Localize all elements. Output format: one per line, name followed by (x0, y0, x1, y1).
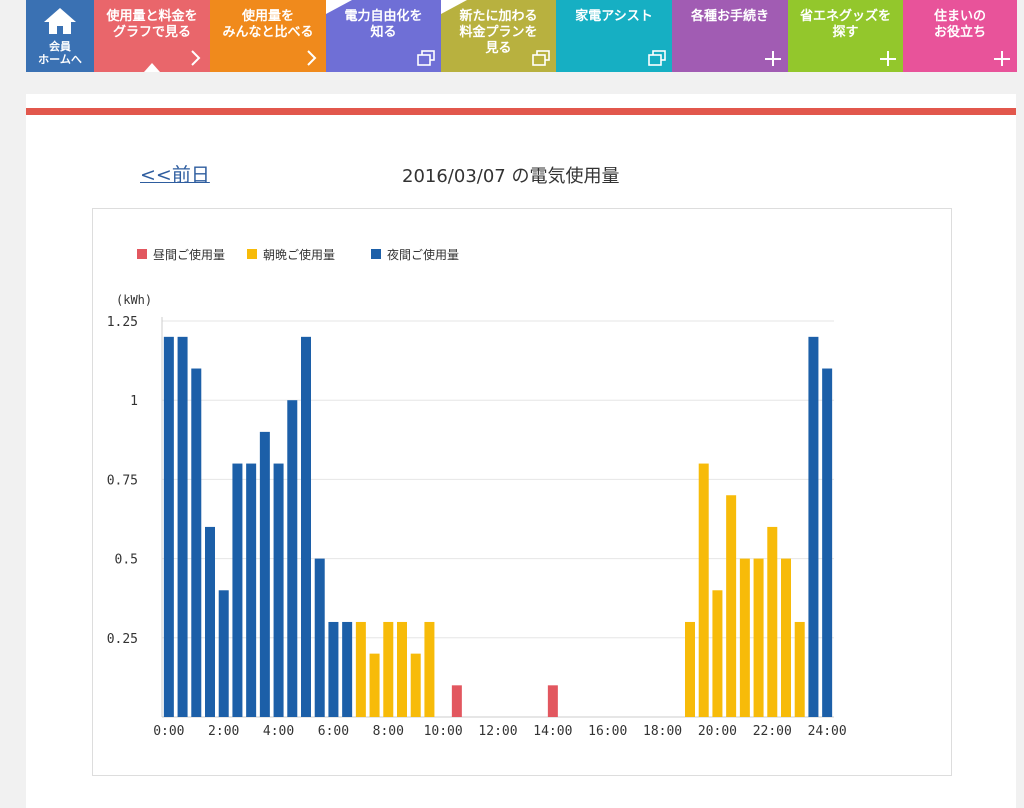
usage-bar (328, 621, 339, 717)
usage-bar (451, 685, 462, 717)
usage-bar (191, 368, 202, 717)
usage-bar (246, 463, 257, 717)
usage-bar (424, 621, 435, 717)
nav-item-5[interactable]: 各種お手続き (672, 0, 788, 72)
x-tick-label: 16:00 (588, 724, 627, 739)
previous-day-link[interactable]: <<前日 (140, 164, 210, 186)
legend-label: 朝晩ご使用量 (263, 247, 335, 262)
home-icon (44, 8, 76, 34)
usage-bar (287, 400, 298, 717)
x-tick-label: 2:00 (208, 724, 239, 739)
nav-item-1[interactable]: 使用量を みんなと比べる (210, 0, 326, 72)
nav-item-label: 使用量を みんなと比べる (222, 9, 314, 40)
nav-item-label: 家電アシスト (575, 9, 653, 24)
y-tick-label: 0.5 (115, 553, 138, 568)
usage-bar (410, 653, 421, 717)
active-indicator (144, 63, 160, 72)
legend-swatch (137, 249, 147, 259)
usage-bar (698, 463, 709, 717)
usage-bar (218, 590, 229, 717)
section-divider (26, 108, 1016, 115)
usage-bar (301, 336, 311, 717)
usage-bar (177, 336, 188, 717)
new-tag-icon (326, 0, 352, 14)
nav-item-label: 新たに加わる 料金プランを 見る (459, 9, 538, 56)
nav-item-0[interactable]: 使用量と料金を グラフで見る (94, 0, 210, 72)
x-tick-label: 12:00 (478, 724, 517, 739)
usage-chart: 0.25 0.5 0.75 1 1.25 (kWh) 昼間ご使用量 朝晩ご使用量 夜間ご使用量 0… (92, 208, 952, 776)
usage-bar (355, 621, 366, 717)
nav-item-label: 省エネグッズを 探す (799, 9, 891, 40)
nav-home-label: 会員 ホームへ (38, 40, 82, 66)
usage-bar (739, 558, 750, 717)
usage-bar (273, 463, 284, 717)
usage-bar (232, 463, 243, 717)
external-window-icon (417, 50, 435, 66)
x-tick-label: 4:00 (263, 724, 294, 739)
usage-bar (753, 558, 764, 717)
external-window-icon (532, 50, 550, 66)
legend-label: 夜間ご使用量 (387, 247, 459, 262)
usage-bar (822, 368, 833, 717)
usage-bar (767, 526, 778, 717)
chevron-right-icon (191, 50, 201, 66)
new-tag-icon (441, 0, 467, 14)
nav-item-label: 住まいの お役立ち (933, 9, 986, 40)
plus-icon (880, 51, 896, 66)
usage-bar (314, 558, 325, 717)
y-tick-label: 1.25 (107, 315, 138, 330)
top-nav: 会員 ホームへ 使用量と料金を グラフで見る 使用量を みんなと比べる 電力自由化を… (26, 0, 1017, 72)
usage-bar (163, 336, 174, 717)
nav-item-7[interactable]: 住まいの お役立ち (903, 0, 1017, 72)
x-tick-label: 6:00 (318, 724, 349, 739)
usage-bar (794, 621, 805, 717)
x-tick-label: 18:00 (643, 724, 682, 739)
usage-bar (547, 685, 558, 717)
y-axis-label: (kWh) (116, 293, 152, 307)
nav-item-3[interactable]: 新たに加わる 料金プランを 見る (441, 0, 556, 72)
external-window-icon (648, 50, 666, 66)
usage-bar (685, 621, 695, 717)
usage-bar (259, 431, 270, 717)
nav-item-label: 電力自由化を 知る (344, 9, 423, 40)
legend-label: 昼間ご使用量 (153, 247, 225, 262)
y-tick-label: 0.75 (107, 473, 138, 488)
legend-swatch (371, 249, 381, 259)
x-tick-label: 20:00 (698, 724, 737, 739)
x-tick-label: 8:00 (373, 724, 404, 739)
nav-member-home[interactable]: 会員 ホームへ (26, 0, 94, 72)
plus-icon (994, 51, 1010, 66)
nav-item-2[interactable]: 電力自由化を 知る (326, 0, 441, 72)
nav-item-6[interactable]: 省エネグッズを 探す (788, 0, 903, 72)
legend-swatch (247, 249, 257, 259)
usage-chart-svg: 0.25 0.5 0.75 1 1.25 (kWh) 昼間ご使用量 朝晩ご使用量 夜間ご使用量 0… (107, 247, 847, 739)
plus-icon (765, 51, 781, 66)
usage-bar (205, 526, 215, 717)
usage-bar (369, 653, 380, 717)
x-tick-label: 10:00 (424, 724, 463, 739)
x-tick-label: 0:00 (153, 724, 184, 739)
usage-bar (342, 621, 353, 717)
y-tick-label: 1 (130, 394, 138, 409)
chevron-right-icon (307, 50, 317, 66)
nav-item-label: 使用量と料金を グラフで見る (106, 9, 198, 40)
nav-item-label: 各種お手続き (690, 9, 769, 24)
page-title: 2016/03/07 の電気使用量 (402, 166, 620, 187)
usage-bar (808, 336, 819, 717)
usage-bar (712, 590, 723, 717)
x-tick-label: 22:00 (753, 724, 792, 739)
y-tick-label: 0.25 (107, 632, 138, 647)
x-tick-label: 14:00 (533, 724, 572, 739)
x-tick-label: 24:00 (808, 724, 847, 739)
nav-item-4[interactable]: 家電アシスト (556, 0, 672, 72)
usage-bar (726, 495, 737, 717)
usage-bar (383, 621, 394, 717)
usage-bar (781, 558, 791, 717)
usage-bar (397, 621, 407, 717)
